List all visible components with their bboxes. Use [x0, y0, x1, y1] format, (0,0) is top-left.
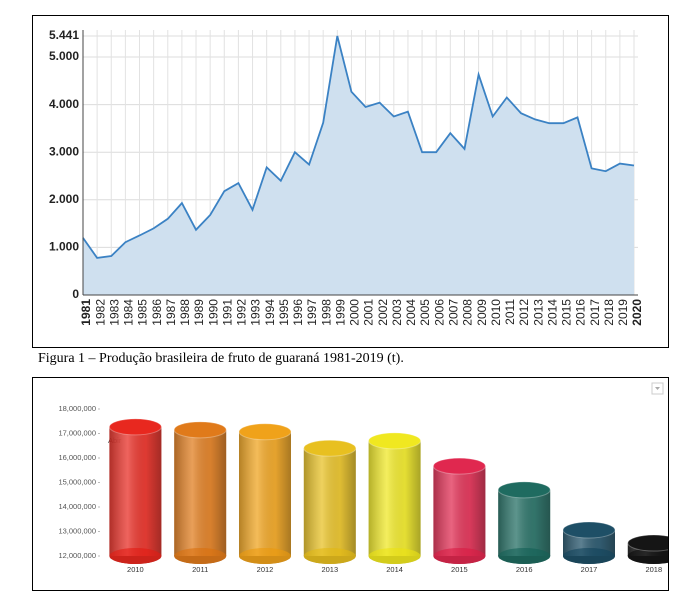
x-tick-label: 1996	[291, 299, 305, 326]
x-tick-label: 2015	[560, 299, 574, 326]
cylinder-base-rim	[433, 548, 486, 564]
x-tick-label: 2005	[418, 299, 432, 326]
cylinder-top	[562, 521, 616, 539]
cylinder-shade	[239, 431, 291, 556]
cylinder-top	[238, 423, 292, 441]
x-tick-label: 2003	[390, 299, 404, 326]
x-tick-label: 1995	[277, 299, 291, 326]
x-tick-label: 1984	[122, 299, 136, 326]
cylinder-shade	[303, 448, 356, 556]
y-tick-label: 1.000	[49, 240, 79, 254]
x-tick-label: 1998	[319, 299, 333, 326]
y-tick-label: 17,000,000	[58, 428, 96, 437]
x-tick-label: 2014	[386, 565, 403, 574]
cylinder-top	[627, 534, 668, 552]
x-tick-label: 2010	[127, 565, 144, 574]
x-tick-label: 1982	[93, 299, 107, 326]
x-tick-label: 2008	[461, 299, 475, 326]
chart-frame	[32, 15, 669, 348]
x-tick-label: 2016	[574, 299, 588, 326]
x-tick-label: 1999	[333, 299, 347, 326]
x-tick-label: 1986	[150, 299, 164, 326]
cylinder-base-rim	[239, 548, 291, 564]
x-tick-label: 2004	[404, 299, 418, 326]
y-tick-label: 16,000,000	[58, 453, 96, 462]
x-tick-label: 2013	[531, 299, 545, 326]
x-tick-label: 1983	[107, 299, 121, 326]
cylinder-top	[368, 432, 422, 450]
cylinder-top	[432, 457, 486, 475]
cylinder-shade	[368, 440, 421, 556]
y-tick-label: 5.441	[49, 28, 79, 42]
x-tick-label: 1989	[192, 299, 206, 326]
x-tick-label: 1990	[206, 299, 220, 326]
x-tick-label: 2012	[257, 565, 274, 574]
x-tick-label: 2017	[581, 565, 598, 574]
y-tick-label: 14,000,000	[58, 502, 96, 511]
cylinder-base-rim	[109, 548, 162, 564]
cylinder-base-rim	[174, 548, 227, 564]
x-tick-label: 2009	[475, 299, 489, 326]
cylinder-shade	[433, 466, 486, 556]
x-tick-label: 2002	[376, 299, 390, 326]
y-tick-label: 18,000,000	[58, 404, 96, 413]
x-tick-label: 2011	[192, 565, 208, 574]
x-tick-label: 2006	[432, 299, 446, 326]
x-tick-label: 1985	[136, 299, 150, 326]
y-tick-label: 2.000	[49, 192, 79, 206]
y-tick-label: 3.000	[49, 144, 79, 158]
y-tick-label: 13,000,000	[58, 526, 96, 535]
y-tick-label: 5.000	[49, 49, 79, 63]
x-tick-label: 1997	[305, 299, 319, 326]
x-tick-label: 2019	[616, 299, 630, 326]
x-tick-label: 1991	[220, 299, 234, 326]
x-tick-label: 2012	[517, 299, 531, 326]
y-tick-label: 15,000,000	[58, 477, 96, 486]
x-tick-label: 2007	[447, 299, 461, 326]
cylinder-top	[497, 481, 551, 499]
x-tick-label: 2014	[545, 299, 559, 326]
x-tick-label: 1988	[178, 299, 192, 326]
x-tick-label: 2020	[630, 299, 644, 326]
x-tick-label: 1994	[263, 299, 277, 326]
x-tick-label: 2018	[602, 299, 616, 326]
x-tick-label: 2013	[321, 565, 338, 574]
y-tick-label: 4.000	[49, 97, 79, 111]
cylinder-top	[108, 418, 162, 436]
y-tick-label: 0	[72, 287, 79, 301]
x-tick-label: 2015	[451, 565, 468, 574]
x-tick-label: 2000	[348, 299, 362, 326]
cylinder-top	[303, 439, 357, 457]
line	[82, 35, 635, 259]
x-tick-label: 1981	[79, 299, 93, 326]
x-tick-label: 1992	[235, 299, 249, 326]
cylinder-base-rim	[627, 548, 668, 564]
cylinder-shade	[498, 489, 551, 556]
x-tick-label: 1987	[164, 299, 178, 326]
x-tick-label: 2010	[489, 299, 503, 326]
x-tick-label: 2017	[588, 299, 602, 326]
menu-icon	[655, 387, 660, 390]
cylinder-shade	[174, 429, 227, 556]
cylinder-base-rim	[368, 548, 421, 564]
cylinder-shade	[109, 426, 162, 556]
cylinder-top	[173, 421, 227, 439]
x-tick-label: 2018	[645, 565, 662, 574]
x-tick-label: 2011	[503, 299, 517, 325]
y-tick-label: 12,000,000	[58, 551, 96, 560]
figure-caption: Figura 1 – Produção brasileira de fruto …	[38, 351, 404, 366]
cylinder-base-rim	[563, 548, 615, 564]
x-tick-label: 2001	[362, 299, 376, 326]
x-tick-label: 1993	[249, 299, 263, 326]
area-fill	[83, 36, 634, 295]
cylinder-base-rim	[303, 548, 356, 564]
cylinder-chart: 12,000,000 13,000,000 14,000,000 15,000,000…	[58, 382, 668, 574]
cylinder-base-rim	[498, 548, 551, 564]
x-tick-label: 2016	[516, 565, 533, 574]
chart-frame	[32, 377, 669, 591]
